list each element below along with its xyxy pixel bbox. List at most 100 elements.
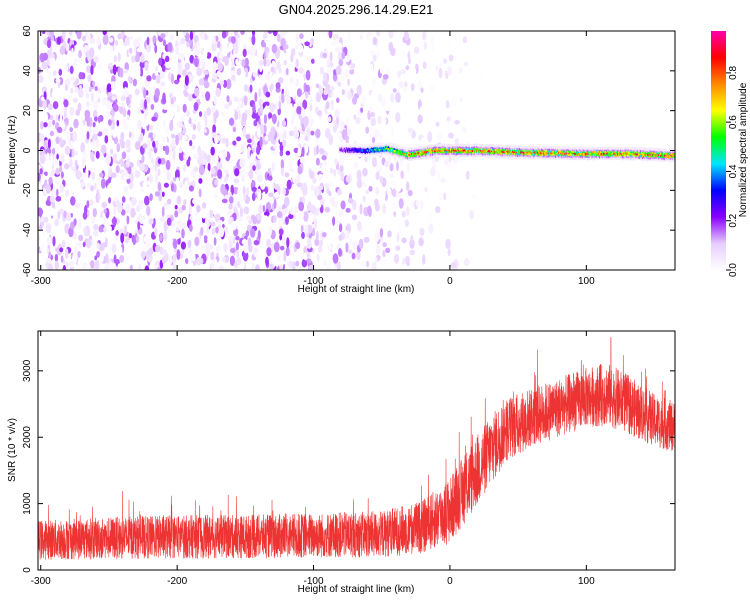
spectrogram-noise-point	[228, 241, 233, 250]
spectrogram-noise-point	[177, 87, 184, 93]
spectrogram-noise-point	[336, 131, 341, 138]
spectrogram-noise-point	[162, 53, 166, 60]
spectrogram-noise-point	[55, 167, 60, 176]
spectrogram-noise-point	[123, 169, 128, 177]
spectrogram-noise-point	[167, 114, 173, 121]
spectrogram-noise-point	[354, 50, 360, 61]
spectrogram-noise-point	[436, 132, 443, 141]
spectrogram-noise-point	[120, 157, 124, 168]
spectrogram-noise-point	[103, 127, 109, 136]
spectrogram-noise-point	[160, 33, 166, 39]
spectrogram-noise-point	[229, 172, 234, 180]
spectrogram-noise-point	[50, 155, 54, 166]
spectrogram-noise-point	[232, 221, 237, 231]
spectrogram-noise-point	[105, 153, 111, 165]
spectrogram-noise-point	[236, 81, 242, 90]
spectrogram-noise-point	[154, 227, 158, 237]
spectrogram-noise-point	[135, 170, 141, 178]
spectrogram-noise-point	[423, 41, 427, 50]
spectrogram-noise-point	[206, 52, 212, 59]
spectrogram-noise-point	[216, 160, 223, 170]
spectrogram-noise-point	[322, 232, 327, 238]
spectrogram-noise-point	[52, 70, 57, 77]
spectrogram-noise-point	[318, 185, 324, 191]
spectrogram-noise-point	[147, 31, 154, 39]
spectrogram-noise-point	[332, 125, 337, 133]
spectrogram-noise-point	[200, 244, 205, 250]
spectrogram-noise-point	[365, 189, 369, 195]
spectrogram-noise-point	[91, 172, 96, 181]
spectrogram-noise-point	[284, 172, 290, 178]
spectrogram-noise-point	[305, 84, 310, 93]
spectrogram-noise-point	[74, 159, 78, 167]
spectrogram-noise-point	[337, 188, 342, 196]
spectrogram-noise-point	[256, 214, 262, 221]
spectrogram-noise-point	[41, 61, 48, 70]
spectrogram-noise-point	[51, 169, 56, 175]
spectrogram-noise-point	[241, 238, 248, 245]
spectrogram-noise-point	[83, 226, 88, 237]
spectrogram-noise-point	[266, 238, 271, 248]
spectrogram-noise-point	[205, 91, 211, 102]
spectrogram-noise-point	[345, 207, 351, 213]
spectrogram-noise-point	[396, 161, 399, 171]
spectrogram-noise-point	[162, 65, 166, 72]
spectrogram-noise-point	[62, 265, 66, 270]
spectrogram-noise-point	[69, 106, 75, 117]
spectrogram-noise-point	[93, 125, 100, 135]
spectrogram-noise-point	[192, 198, 197, 205]
figure-title: GN04.2025.296.14.29.E21	[279, 2, 434, 17]
spectrogram-noise-point	[295, 58, 299, 69]
spectrogram-noise-point	[163, 119, 166, 127]
spectrogram-noise-point	[232, 126, 236, 133]
spectrogram-noise-point	[146, 113, 153, 124]
spectrogram-noise-point	[310, 130, 315, 136]
spectrogram-noise-point	[155, 174, 159, 185]
spectrogram-noise-point	[176, 195, 182, 205]
spectrogram-noise-point	[143, 210, 146, 217]
spectrogram-noise-point	[355, 116, 361, 124]
spectrogram-noise-point	[99, 172, 104, 178]
spectrogram-noise-point	[303, 116, 309, 127]
spectrogram-noise-point	[159, 246, 164, 256]
spectrogram-noise-point	[393, 211, 397, 217]
spectrogram-noise-point	[347, 249, 353, 255]
spectrogram-noise-point	[65, 131, 71, 142]
spectrogram-noise-point	[224, 55, 229, 66]
spectrogram-noise-point	[419, 227, 425, 236]
spectrogram-noise-point	[108, 261, 115, 270]
spectrogram-noise-point	[356, 250, 361, 260]
spectrogram-noise-point	[56, 188, 59, 197]
spectrogram-noise-point	[210, 261, 214, 270]
spectrogram-noise-point	[103, 226, 107, 233]
spectrogram-noise-point	[265, 256, 269, 266]
spectrogram-noise-point	[115, 230, 119, 236]
spectrogram-noise-point	[129, 131, 132, 138]
spectrogram-noise-point	[59, 247, 64, 253]
spectrogram-noise-point	[404, 81, 408, 88]
spectrogram-noise-point	[269, 263, 274, 270]
spectrogram-noise-point	[138, 264, 141, 270]
spectrogram-noise-point	[137, 221, 141, 231]
spectrogram-noise-point	[379, 134, 383, 141]
spectrogram-noise-point	[229, 117, 235, 126]
spectrogram-noise-point	[291, 254, 297, 259]
spectrogram-noise-point	[263, 42, 266, 48]
spectrogram-noise-point	[69, 158, 73, 168]
spectrogram-noise-point	[345, 242, 349, 253]
spectrogram-noise-point	[104, 237, 108, 248]
spectrogram-noise-point	[365, 126, 370, 134]
spectrogram-noise-point	[45, 200, 50, 206]
spectrogram-noise-point	[340, 171, 345, 182]
spectrogram-noise-point	[188, 185, 194, 192]
spectrogram-noise-point	[387, 230, 392, 238]
spectrogram-noise-point	[338, 210, 344, 218]
spectrogram-noise-point	[40, 120, 44, 130]
spectrogram-noise-point	[397, 70, 401, 78]
spectrogram-noise-point	[107, 225, 112, 232]
spectrogram-noise-point	[279, 132, 284, 143]
spectrogram-noise-point	[126, 114, 130, 121]
spectrogram-noise-point	[215, 226, 219, 234]
spectrogram-noise-point	[223, 242, 228, 253]
spectrogram-noise-point	[69, 65, 74, 74]
